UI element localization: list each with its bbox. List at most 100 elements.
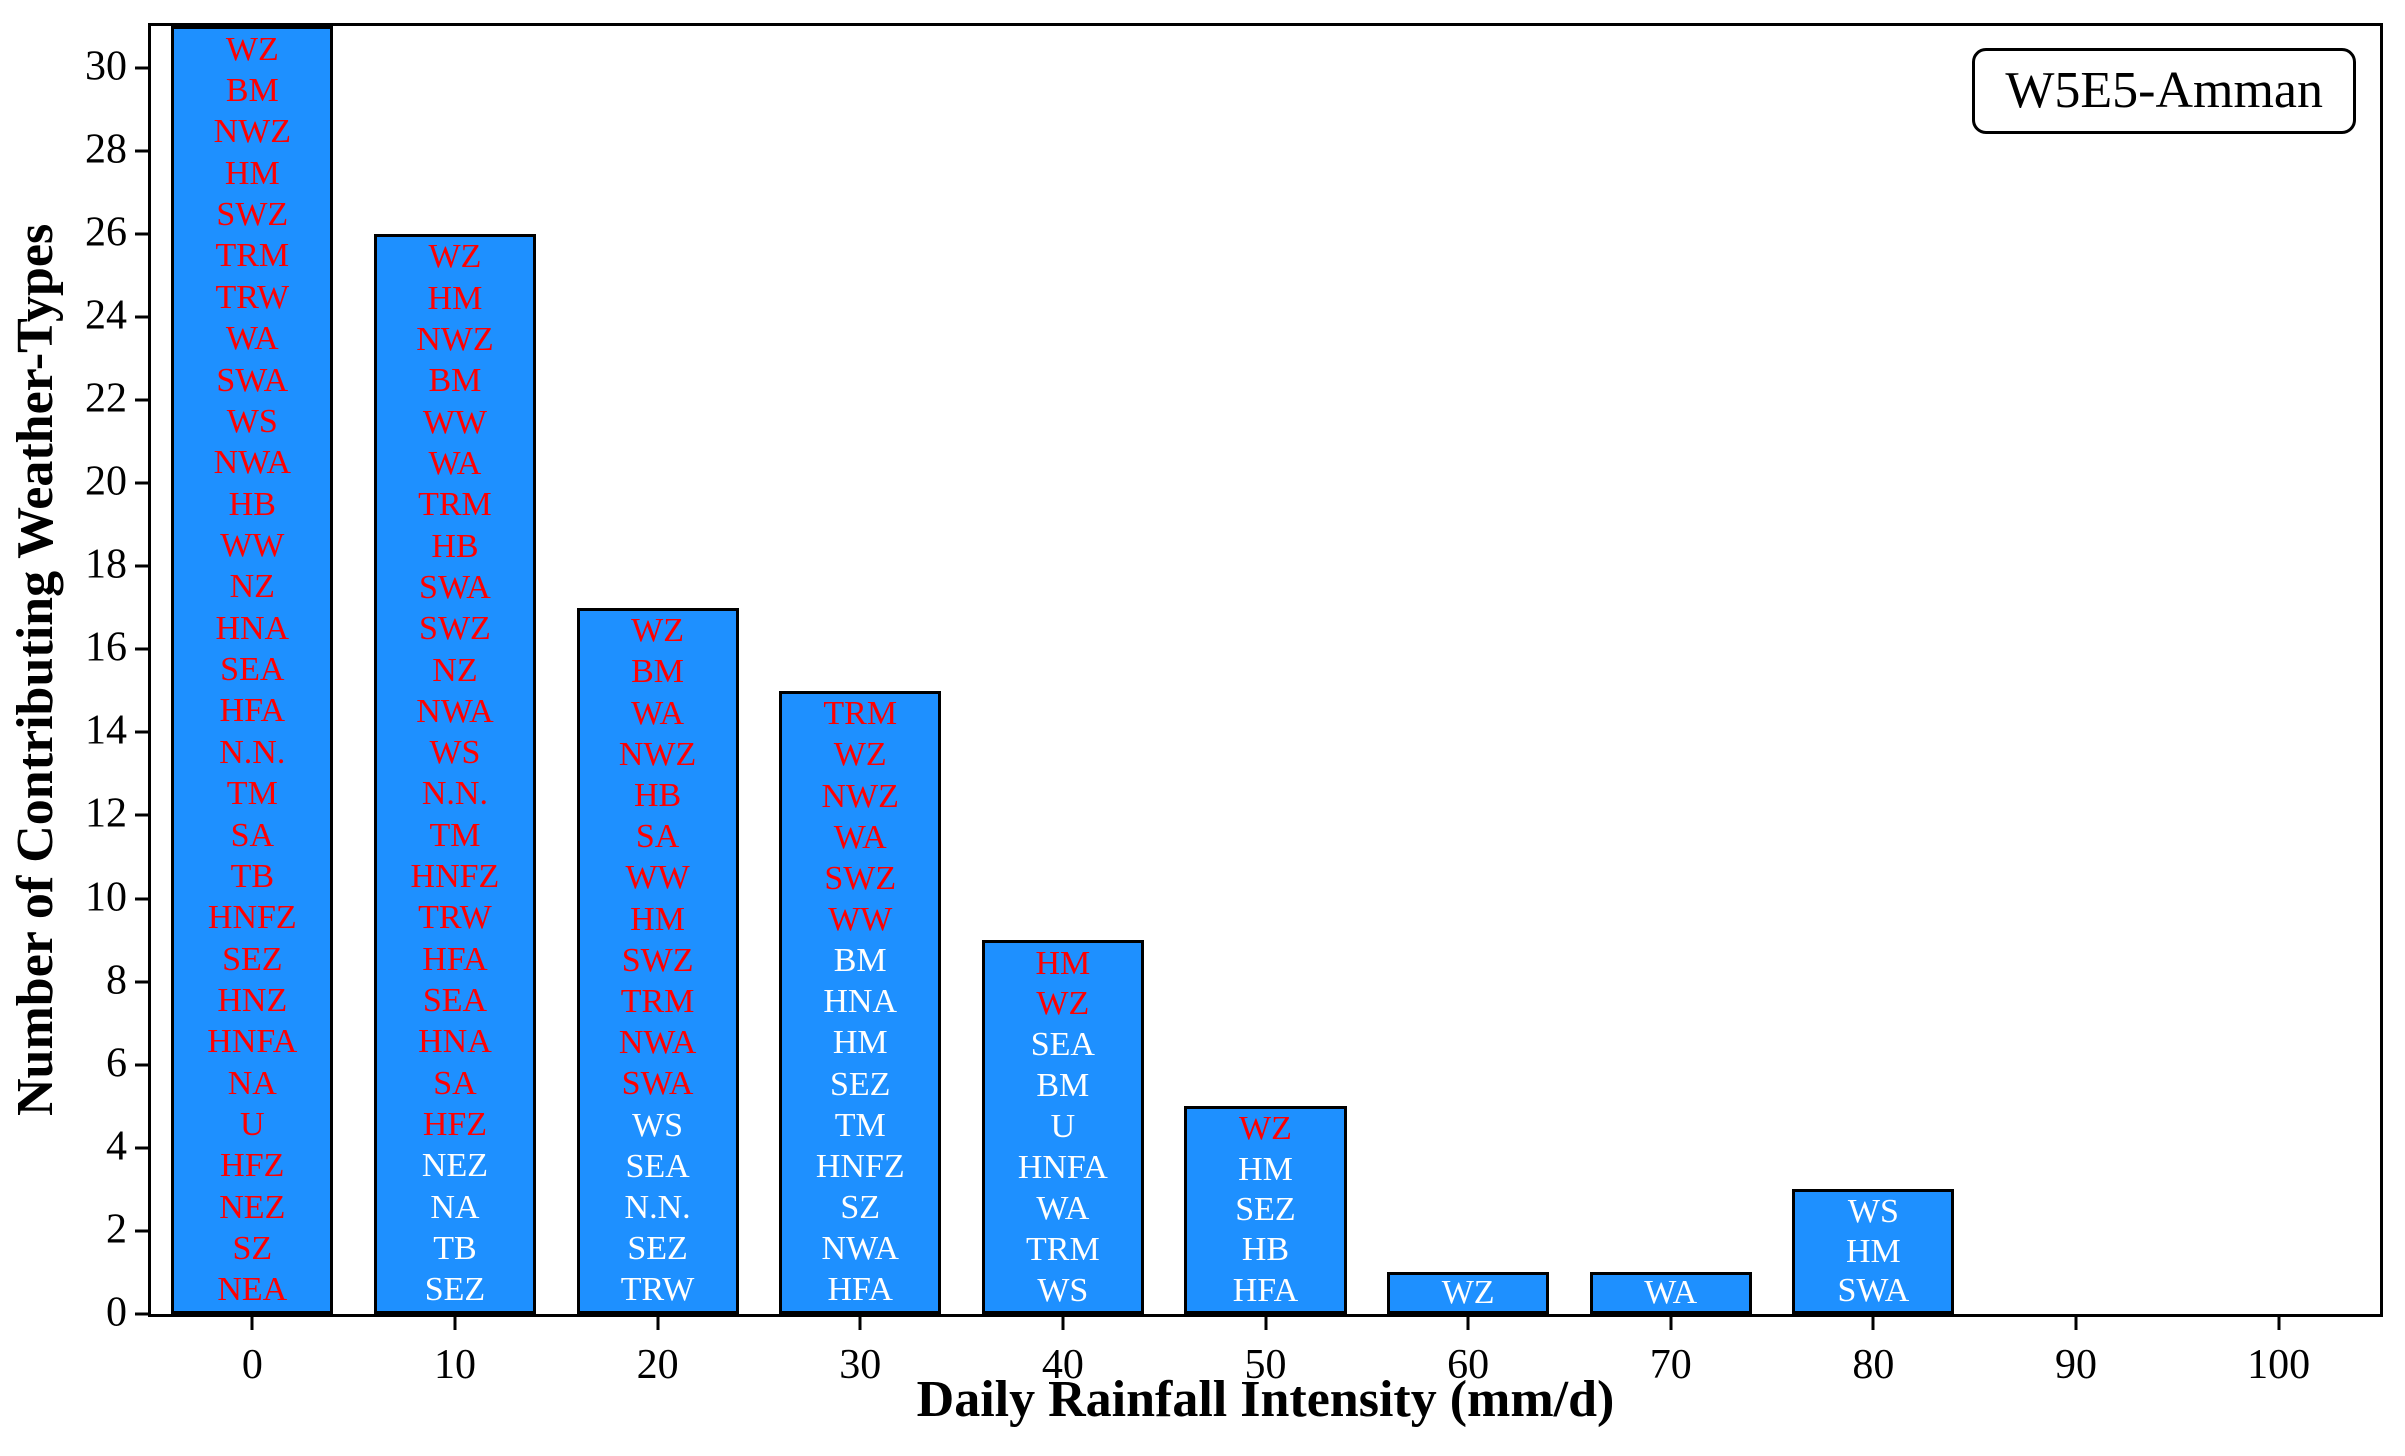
bar-label: NWA xyxy=(618,1024,697,1062)
bar-label: SA xyxy=(635,818,680,856)
bar-label: WS xyxy=(632,1106,684,1144)
bar-label: SWZ xyxy=(621,941,694,979)
bar: WZ HM NWZ BM WW WA TRM HB SWA SWZ NZ NWA WS N.N. TM HNF… xyxy=(373,233,536,1314)
bar-label: WS xyxy=(226,402,278,440)
bar-label: HFZ xyxy=(422,1105,488,1143)
bar-label: TB xyxy=(433,1229,477,1267)
x-tick-label: 80 xyxy=(1852,1342,1895,1388)
bar-label: BM xyxy=(631,653,685,691)
bar-label: HM xyxy=(832,1024,888,1062)
bar-label: NWZ xyxy=(416,321,494,359)
y-tick-mark xyxy=(135,232,148,236)
bar-label: HFA xyxy=(827,1271,893,1309)
x-tick-mark xyxy=(1871,1317,1875,1330)
x-tick-mark xyxy=(656,1317,660,1330)
bar-label: WS xyxy=(1847,1193,1899,1231)
bar-label: TB xyxy=(230,857,275,895)
x-tick-mark xyxy=(2277,1317,2281,1330)
bar-label: HNFZ xyxy=(815,1147,905,1185)
y-tick-label: 4 xyxy=(106,1123,127,1170)
bar-label: NWZ xyxy=(821,777,899,815)
bar-label: NWA xyxy=(213,444,292,482)
legend-label: W5E5-Amman xyxy=(2005,62,2323,119)
bar-label: SZ xyxy=(840,1189,881,1227)
bar-label: WS xyxy=(1037,1271,1089,1309)
bar-label: SWA xyxy=(419,568,491,606)
y-tick-mark xyxy=(135,564,148,568)
bar-label: HNFZ xyxy=(207,899,297,937)
y-tick-mark xyxy=(135,1146,148,1150)
bar-label: WW xyxy=(828,901,893,939)
y-axis-title: Number of Contributing Weather-Types xyxy=(7,223,64,1117)
y-tick-mark xyxy=(135,315,148,319)
bar: HM WZ SEA BM U HNFA WA TRM WS xyxy=(981,940,1144,1314)
bar-label: NA xyxy=(227,1064,277,1102)
x-tick-label: 40 xyxy=(1041,1342,1084,1388)
y-tick-mark xyxy=(135,1063,148,1067)
bar-label: WZ xyxy=(428,238,482,276)
bar: WZ HM SEZ HB HFA xyxy=(1184,1106,1347,1314)
bar-label: WA xyxy=(833,818,887,856)
bar-label: HNFA xyxy=(1017,1148,1108,1186)
bar-label: SZ xyxy=(232,1230,273,1268)
bar-label: SWA xyxy=(216,361,289,399)
bar-label: HM xyxy=(630,900,685,938)
bar-label: SEA xyxy=(1030,1026,1095,1064)
bar-label: TRW xyxy=(418,899,492,937)
bar-label: HNA xyxy=(418,1023,492,1061)
x-axis-title: Daily Rainfall Intensity (mm/d) xyxy=(916,1371,1615,1428)
bar: WS HM SWA xyxy=(1792,1189,1955,1314)
bar-label: TRM xyxy=(620,982,695,1020)
y-tick-mark xyxy=(135,813,148,817)
bar-label: HNA xyxy=(215,609,290,647)
y-tick-mark xyxy=(135,1229,148,1233)
bar-label: NEZ xyxy=(219,1188,286,1226)
x-tick-label: 90 xyxy=(2055,1342,2098,1388)
bar-label: BM xyxy=(225,72,279,110)
y-tick-label: 12 xyxy=(85,790,127,837)
y-tick-label: 16 xyxy=(85,624,127,671)
bar-label: U xyxy=(1050,1108,1076,1146)
x-tick-mark xyxy=(1466,1317,1470,1330)
bar-label: SEA xyxy=(220,651,285,689)
bar-label: WS xyxy=(429,734,481,772)
bar-label: WZ xyxy=(833,736,887,774)
bar-label: WA xyxy=(225,320,279,358)
bar-label: HFA xyxy=(422,940,488,978)
bar-label: SWA xyxy=(621,1065,694,1103)
bar-label: SEZ xyxy=(627,1230,688,1268)
bar-label: TM xyxy=(429,816,481,854)
bar-label: SEA xyxy=(625,1147,690,1185)
bar-label: SA xyxy=(230,816,275,854)
bar-label: NWZ xyxy=(213,113,291,151)
bar-label: HNA xyxy=(823,983,898,1021)
x-tick-label: 20 xyxy=(636,1342,679,1388)
y-tick-label: 18 xyxy=(85,541,127,588)
y-tick-label: 0 xyxy=(106,1289,127,1336)
bar-label: HB xyxy=(431,527,479,565)
bar-label: TRM xyxy=(823,695,898,733)
y-tick-mark xyxy=(135,730,148,734)
bar-label: WW xyxy=(422,403,488,441)
bar-label: HM xyxy=(1238,1150,1293,1188)
bar: WZ BM WA NWZ HB SA WW HM SWZ TRM NWA SWA WS SEA N.N. SE… xyxy=(576,607,739,1314)
bar-label: SWZ xyxy=(419,610,491,648)
bar-label: TRW xyxy=(215,278,290,316)
y-tick-mark xyxy=(135,66,148,70)
bar-label: NEZ xyxy=(421,1147,488,1185)
bar-label: TRM xyxy=(1026,1230,1100,1268)
x-tick-mark xyxy=(1264,1317,1267,1330)
bar-label: N.N. xyxy=(624,1188,691,1226)
bar-label: HNZ xyxy=(217,981,288,1019)
y-tick-mark xyxy=(135,481,148,485)
x-tick-label: 50 xyxy=(1244,1342,1287,1388)
bar-label: N.N. xyxy=(421,775,488,813)
y-tick-label: 26 xyxy=(85,209,127,256)
y-tick-label: 28 xyxy=(85,125,127,172)
bar-label: TRM xyxy=(215,237,290,275)
x-tick-mark xyxy=(1061,1317,1065,1330)
bar-label: NZ xyxy=(432,651,478,689)
bar: WZ BM NWZ HM SWZ TRM TRW WA SWA WS NWA HB WW NZ HNA SEA… xyxy=(171,26,334,1314)
y-tick-mark xyxy=(135,980,148,984)
